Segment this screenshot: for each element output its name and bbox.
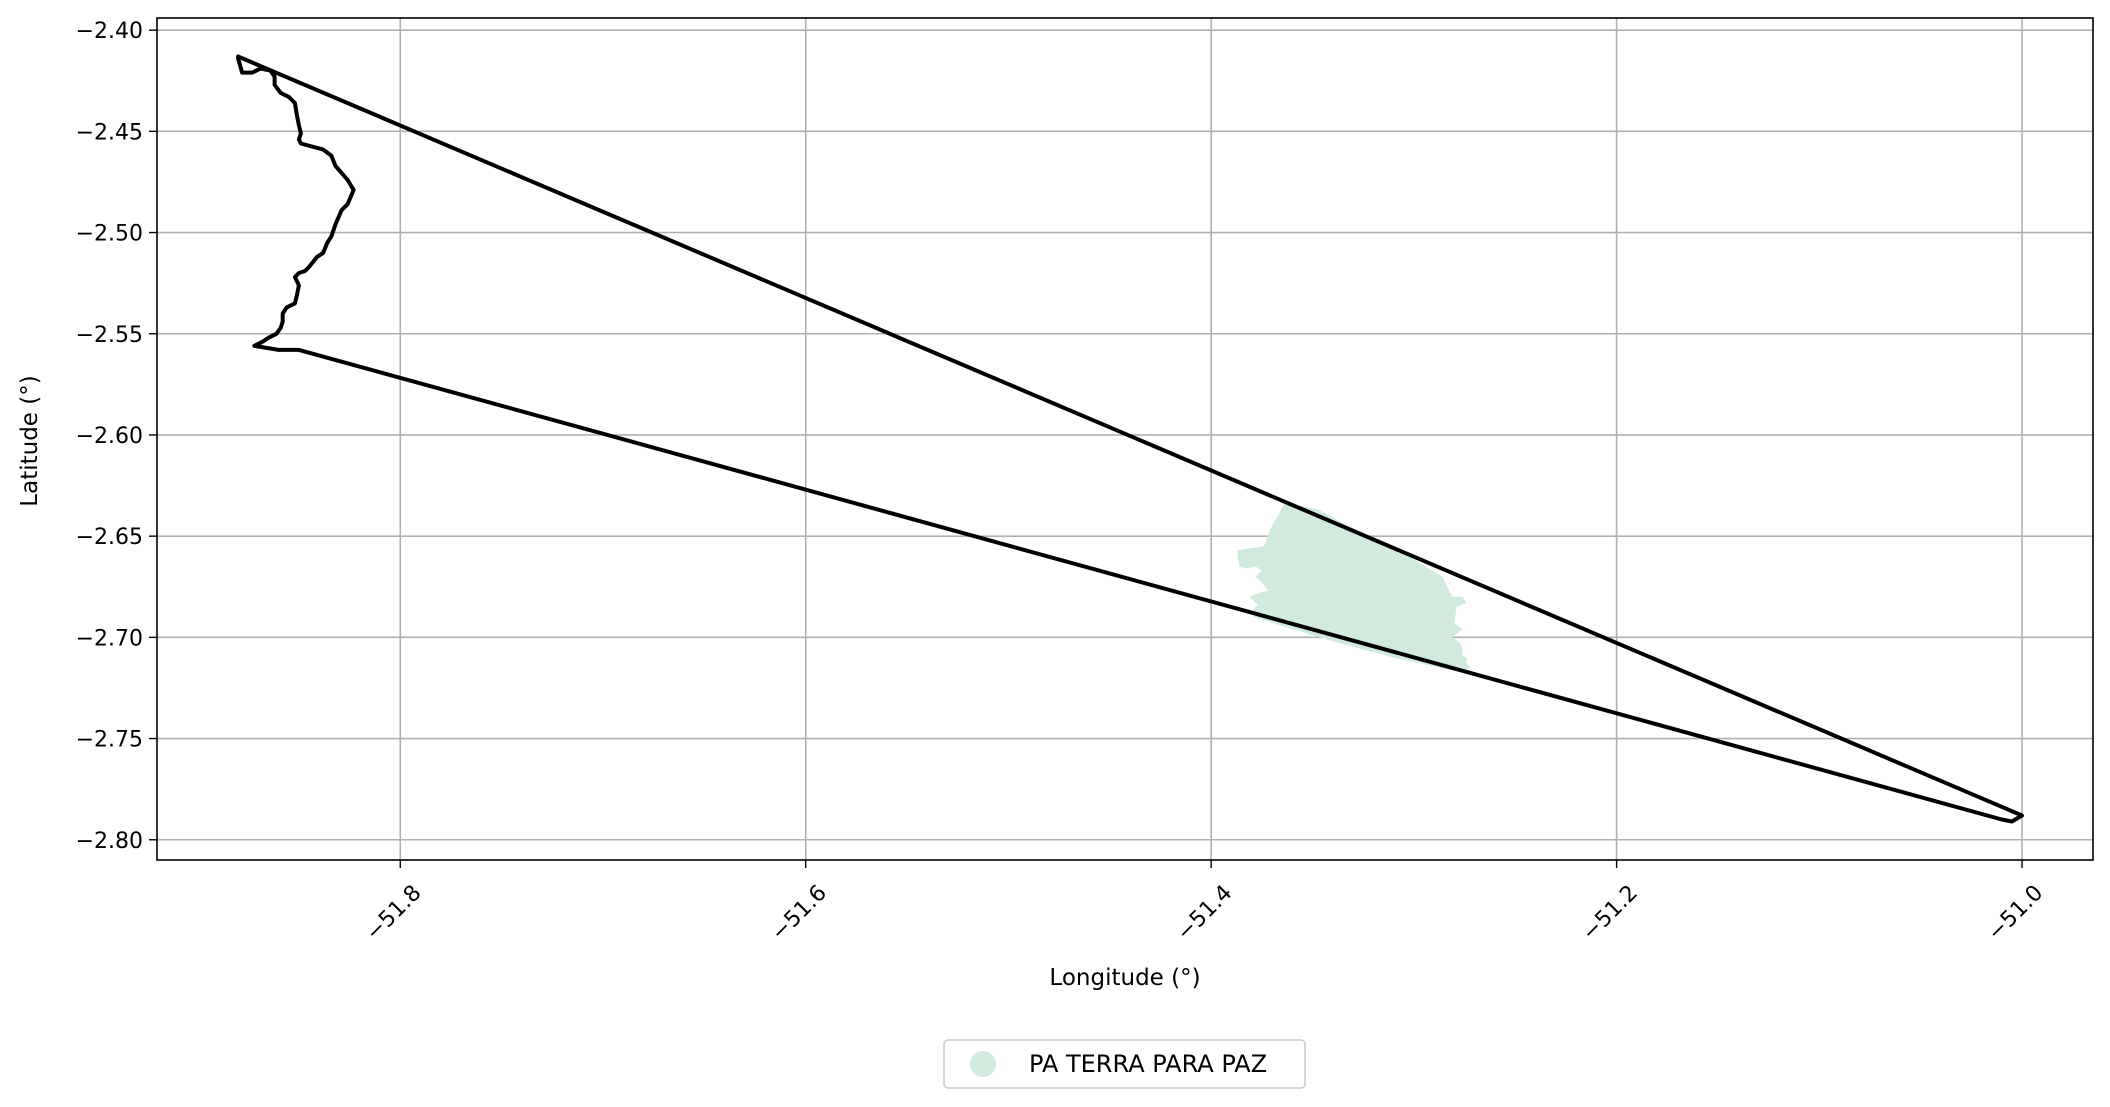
boundary-layer — [236, 54, 2024, 824]
y-tick-label: −2.65 — [76, 525, 143, 550]
map-layer-pa-terra-para-paz — [1237, 503, 1471, 672]
y-axis-ticks: −2.40 −2.45 −2.50 −2.55 −2.60 −2.65 −2.70 −2.75… — [76, 19, 157, 854]
x-tick-label: −51.2 — [1577, 881, 1642, 946]
y-tick-label: −2.40 — [76, 19, 143, 44]
y-tick-label: −2.75 — [76, 728, 143, 753]
x-tick-label: −51.4 — [1172, 881, 1237, 946]
y-tick-label: −2.60 — [76, 424, 143, 449]
boundary-outline — [236, 54, 2024, 824]
y-axis-label: Latitude (°) — [17, 375, 43, 506]
x-tick-label: −51.6 — [767, 881, 832, 946]
x-tick-label: −51.8 — [361, 881, 426, 946]
legend-frame — [943, 1039, 1306, 1089]
y-tick-label: −2.50 — [76, 222, 143, 247]
legend-label-pa-terra-para-paz: PA TERRA PARA PAZ — [1029, 1050, 1267, 1078]
y-tick-label: −2.55 — [76, 323, 143, 348]
x-axis-label: Longitude (°) — [1049, 965, 1200, 991]
y-tick-label: −2.80 — [76, 829, 143, 854]
legend-swatch-pa-terra-para-paz — [970, 1051, 996, 1077]
x-tick-label: −51.0 — [1983, 881, 2048, 946]
plot-frame — [156, 17, 2094, 861]
x-axis-ticks: −51.8 −51.6 −51.4 −51.2 −51.0 — [361, 860, 2048, 946]
map-layers — [1237, 503, 1471, 672]
legend: PA TERRA PARA PAZ — [943, 1039, 1306, 1089]
gridlines — [157, 18, 2093, 860]
y-tick-label: −2.70 — [76, 626, 143, 651]
y-tick-label: −2.45 — [76, 120, 143, 145]
